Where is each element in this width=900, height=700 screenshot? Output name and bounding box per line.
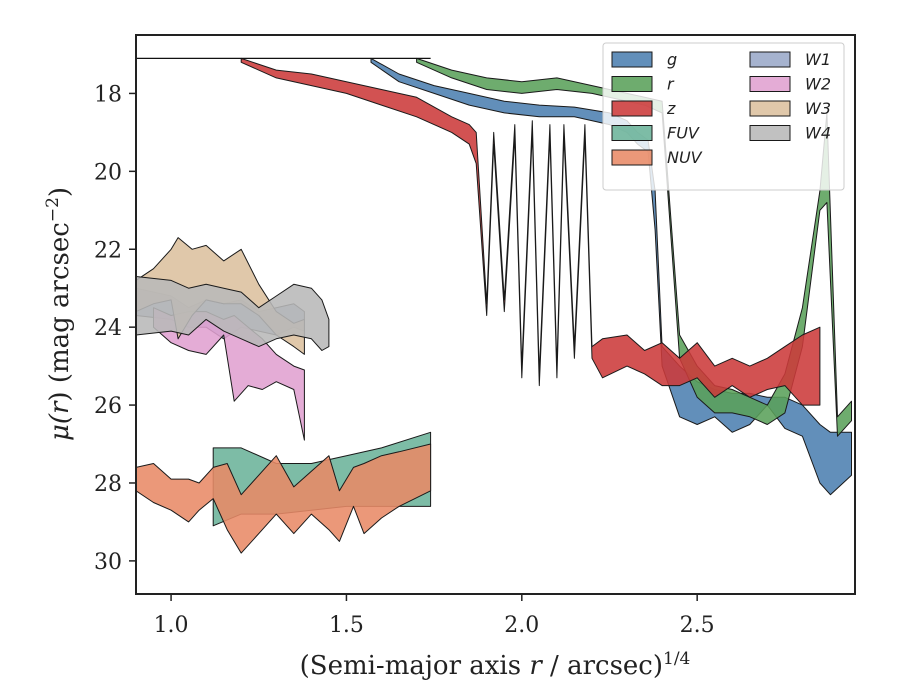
legend: grz FUV NUV W1 W2 W3 W4 [602,42,845,191]
legend-swatch-nuv [611,149,653,166]
legend-swatch-fuv [611,125,653,141]
legend-label-z: z [666,99,676,118]
y-tick-label: 26 [94,394,122,419]
y-tick-label: 28 [94,472,122,497]
y-axis-label-superscript: −2 [43,197,63,222]
x-axis-label-superscript: 1/4 [663,649,690,669]
legend-label-nuv: NUV [667,148,703,167]
x-axis-label-var: r [529,651,543,681]
legend-label-w1: W1 [805,50,831,69]
area-nuv [136,443,432,554]
area-z [240,57,821,406]
plot-areas [136,57,852,554]
y-tick-label: 20 [94,160,122,185]
legend-swatch-w1 [749,51,791,68]
area-w4 [136,276,330,351]
x-tick-label: 1.0 [154,613,189,638]
x-tick-label: 1.5 [329,613,364,638]
x-axis-label: (Semi-major axis r / arcsec)1/4 [300,649,691,681]
x-tick-label: 2.5 [680,613,715,638]
y-tick-label: 30 [94,550,122,575]
y-axis-label: μ(r) (mag arcsec−2) [43,187,75,441]
legend-label-r: r [667,75,675,94]
legend-label-w3: W3 [805,99,831,118]
plot-frame [135,34,856,595]
legend-swatch-r [611,76,653,92]
legend-swatch-w3 [749,100,791,117]
legend-swatch-z [611,100,653,117]
y-axis-ticks: 18 20 22 24 26 28 30 [94,82,136,575]
legend-label-w2: W2 [805,75,831,94]
y-tick-label: 18 [94,82,122,107]
legend-label-w4: W4 [805,124,831,143]
legend-swatch-w2 [749,76,791,92]
x-axis-ticks: 1.0 1.5 2.0 2.5 [154,594,715,638]
y-tick-label: 24 [94,316,122,341]
x-tick-label: 2.0 [504,613,539,638]
y-tick-label: 22 [94,238,122,263]
legend-label-fuv: FUV [667,124,700,143]
legend-swatch-g [611,51,653,68]
legend-swatch-w4 [749,125,791,141]
legend-label-g: g [667,50,677,69]
